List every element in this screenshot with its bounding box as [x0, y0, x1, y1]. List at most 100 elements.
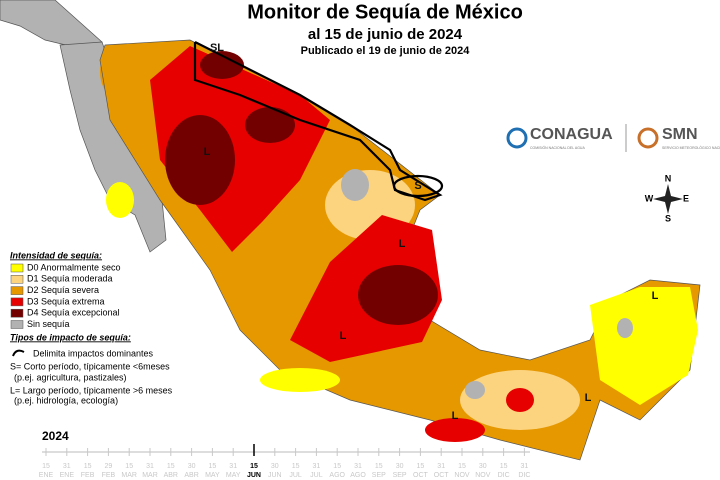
timeline-day: 15: [209, 463, 217, 470]
compass-letter: N: [665, 173, 672, 183]
timeline-day: 29: [105, 463, 113, 470]
legend-label: D3 Sequía extrema: [27, 296, 105, 306]
timeline-day: 15: [292, 463, 300, 470]
timeline-day: 15: [375, 463, 383, 470]
timeline-day: 31: [146, 463, 154, 470]
timeline-month: DIC: [498, 472, 510, 479]
legend-title: Intensidad de sequía:: [10, 250, 102, 260]
timeline-month: ABR: [184, 472, 198, 479]
timeline-day: 15: [84, 463, 92, 470]
timeline-month: JUN: [247, 472, 261, 479]
legend-swatch: [10, 308, 24, 318]
impact-label: L: [652, 290, 659, 302]
no-drought: [465, 381, 485, 399]
timeline-day: 15: [125, 463, 133, 470]
timeline-month: FEB: [102, 472, 116, 479]
no-drought: [617, 318, 633, 338]
timeline-day: 30: [396, 463, 404, 470]
legend-swatch: [10, 297, 24, 307]
us-land: [0, 0, 103, 47]
timeline-month: OCT: [413, 472, 429, 479]
published: Publicado el 19 de junio de 2024: [301, 45, 471, 57]
impact-label: L: [340, 330, 347, 342]
compass-letter: S: [665, 213, 671, 223]
yucatan-d0: [590, 287, 698, 405]
timeline-month: NOV: [475, 472, 491, 479]
impact-text: (p.ej. hidrología, ecología): [14, 395, 118, 405]
conagua-sub: COMISIÓN NACIONAL DEL AGUA: [530, 145, 585, 150]
compass-letter: E: [683, 193, 689, 203]
baja-d0: [106, 182, 134, 218]
legend-swatch: [10, 275, 24, 284]
d0-area: [260, 368, 340, 392]
d4-area: [200, 51, 244, 79]
legend-label: Sin sequía: [27, 319, 70, 329]
timeline-month: MAY: [226, 472, 241, 479]
smn-name: SMN: [662, 126, 698, 143]
impact-text: L= Largo período, típicamente >6 meses: [10, 385, 173, 395]
impact-label: L: [452, 410, 459, 422]
impact-label: L: [585, 392, 592, 404]
smn-icon: [637, 127, 659, 149]
d3-east: [506, 388, 534, 412]
timeline-day: 15: [167, 463, 175, 470]
timeline-day: 31: [313, 463, 321, 470]
d3-south: [425, 418, 485, 442]
impact-text: S= Corto período, típicamente <6meses: [10, 361, 170, 371]
timeline-month: AGO: [350, 472, 366, 479]
d4-area: [165, 115, 235, 205]
conagua-name: CONAGUA: [530, 126, 613, 143]
timeline-month: JUL: [289, 472, 302, 479]
compass-letter: W: [645, 193, 654, 203]
legend-swatch: [10, 286, 24, 295]
timeline-month: SEP: [393, 472, 407, 479]
impact-title: Tipos de impacto de sequía:: [10, 332, 131, 342]
timeline-month: SEP: [372, 472, 386, 479]
legend-swatch: [10, 263, 24, 273]
timeline-month: FEB: [81, 472, 95, 479]
timeline-month: ABR: [164, 472, 178, 479]
timeline-year: 2024: [42, 429, 69, 443]
timeline-day: 15: [417, 463, 425, 470]
d4-area: [358, 265, 438, 325]
impact-text: Delimita impactos dominantes: [33, 348, 154, 358]
impact-label: L: [204, 146, 211, 158]
timeline-day: 31: [521, 463, 529, 470]
legend-label: D0 Anormalmente seco: [27, 262, 121, 272]
timeline-month: MAR: [142, 472, 158, 479]
conagua-icon: [506, 127, 528, 149]
conagua-logo: [506, 124, 659, 152]
timeline-day: 30: [479, 463, 487, 470]
impact-label: L: [399, 238, 406, 250]
impact-line-icon: [12, 349, 25, 357]
impact-boundary: [392, 174, 444, 198]
timeline-day: 31: [229, 463, 237, 470]
legend-label: D2 Sequía severa: [27, 285, 99, 295]
subtitle: al 15 de junio de 2024: [308, 26, 463, 43]
timeline-day: 31: [63, 463, 71, 470]
timeline-month: ENE: [60, 472, 75, 479]
no-drought: [341, 169, 369, 201]
timeline-month: NOV: [454, 472, 470, 479]
timeline-day: 15: [333, 463, 341, 470]
compass-rose: [653, 184, 683, 214]
timeline-month: MAY: [205, 472, 220, 479]
timeline-day: 30: [188, 463, 196, 470]
timeline-day: 30: [271, 463, 279, 470]
compass: [653, 184, 683, 214]
legend-label: D4 Sequía excepcional: [27, 308, 120, 318]
legend-label: D1 Sequía moderada: [27, 274, 113, 284]
timeline-month: ENE: [39, 472, 54, 479]
d4-area: [245, 107, 295, 143]
timeline-day: 31: [354, 463, 362, 470]
timeline-day: 15: [250, 463, 258, 470]
smn-sub: SERVICIO METEOROLÓGICO NACIONAL: [662, 145, 720, 150]
legend-swatch: [10, 320, 24, 329]
title: Monitor de Sequía de México: [247, 1, 523, 23]
timeline-month: JUL: [310, 472, 323, 479]
timeline-day: 15: [500, 463, 508, 470]
timeline-day: 15: [42, 463, 50, 470]
timeline-month: OCT: [434, 472, 450, 479]
timeline-day: 31: [437, 463, 445, 470]
